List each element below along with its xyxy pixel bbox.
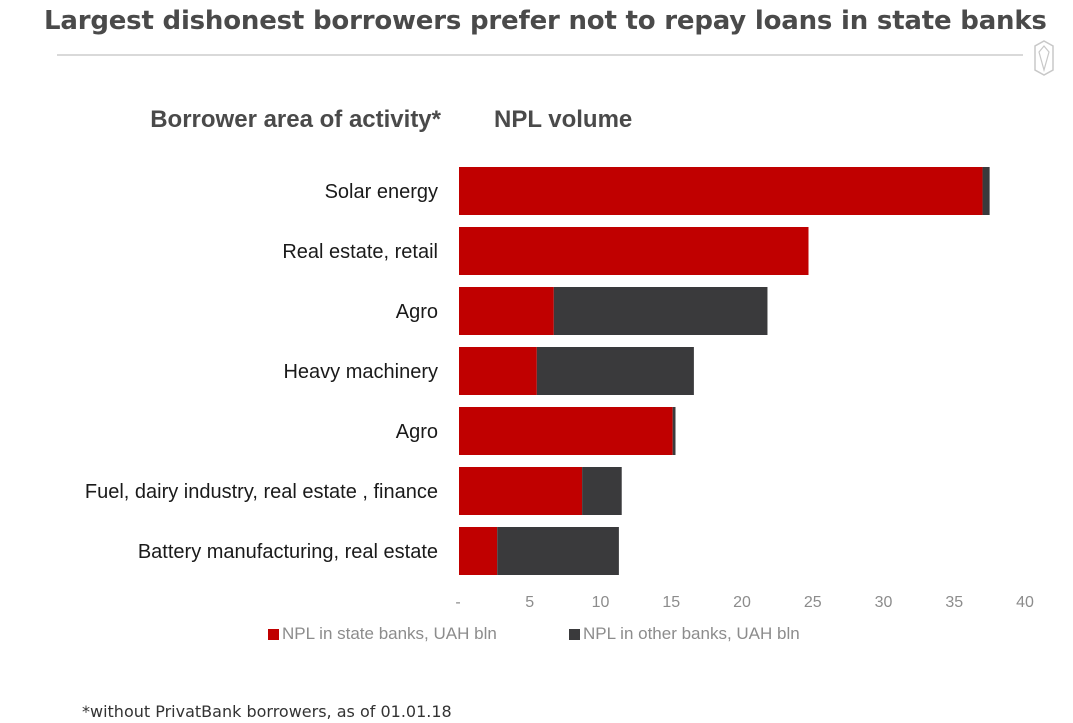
category-label: Battery manufacturing, real estate — [138, 541, 438, 563]
category-label: Fuel, dairy industry, real estate , fina… — [85, 481, 438, 503]
category-header: Borrower area of activity* — [150, 106, 441, 133]
x-tick-label: 30 — [875, 594, 893, 611]
title-divider — [57, 54, 1023, 56]
x-tick-label: - — [455, 594, 460, 611]
bar-state-banks — [459, 527, 498, 575]
legend-item-other: NPL in other banks, UAH bln — [569, 624, 800, 644]
bar-other-banks — [536, 347, 694, 395]
slide-title: Largest dishonest borrowers prefer not t… — [44, 6, 1047, 36]
bar-other-banks — [672, 407, 676, 455]
bar-state-banks — [459, 467, 583, 515]
bar-other-banks — [497, 527, 619, 575]
legend-swatch-state — [268, 628, 279, 640]
category-label: Agro — [396, 301, 438, 323]
bar-state-banks — [459, 407, 673, 455]
bar-state-banks — [459, 167, 983, 215]
x-tick-label: 25 — [804, 594, 822, 611]
category-label: Agro — [396, 421, 438, 443]
category-label: Solar energy — [325, 181, 438, 203]
x-tick-label: 10 — [592, 594, 610, 611]
x-tick-label: 5 — [525, 594, 534, 611]
legend-item-state: NPL in state banks, UAH bln — [268, 624, 497, 644]
bar-other-banks — [982, 167, 990, 215]
bar-other-banks — [553, 287, 768, 335]
category-label: Heavy machinery — [283, 361, 438, 383]
x-tick-label: 15 — [662, 594, 680, 611]
footnote: *without PrivatBank borrowers, as of 01.… — [82, 702, 452, 721]
legend-label-state: NPL in state banks, UAH bln — [282, 624, 497, 643]
logo-icon — [1034, 40, 1054, 76]
category-label: Real estate, retail — [282, 241, 438, 263]
x-tick-label: 20 — [733, 594, 751, 611]
value-header: NPL volume — [494, 106, 633, 133]
x-tick-label: 35 — [945, 594, 963, 611]
bar-state-banks — [459, 227, 809, 275]
legend-label-other: NPL in other banks, UAH bln — [583, 624, 800, 643]
bar-other-banks — [582, 467, 622, 515]
legend-swatch-other — [569, 628, 580, 640]
x-tick-label: 40 — [1016, 594, 1034, 611]
bar-state-banks — [459, 287, 554, 335]
bar-state-banks — [459, 347, 537, 395]
